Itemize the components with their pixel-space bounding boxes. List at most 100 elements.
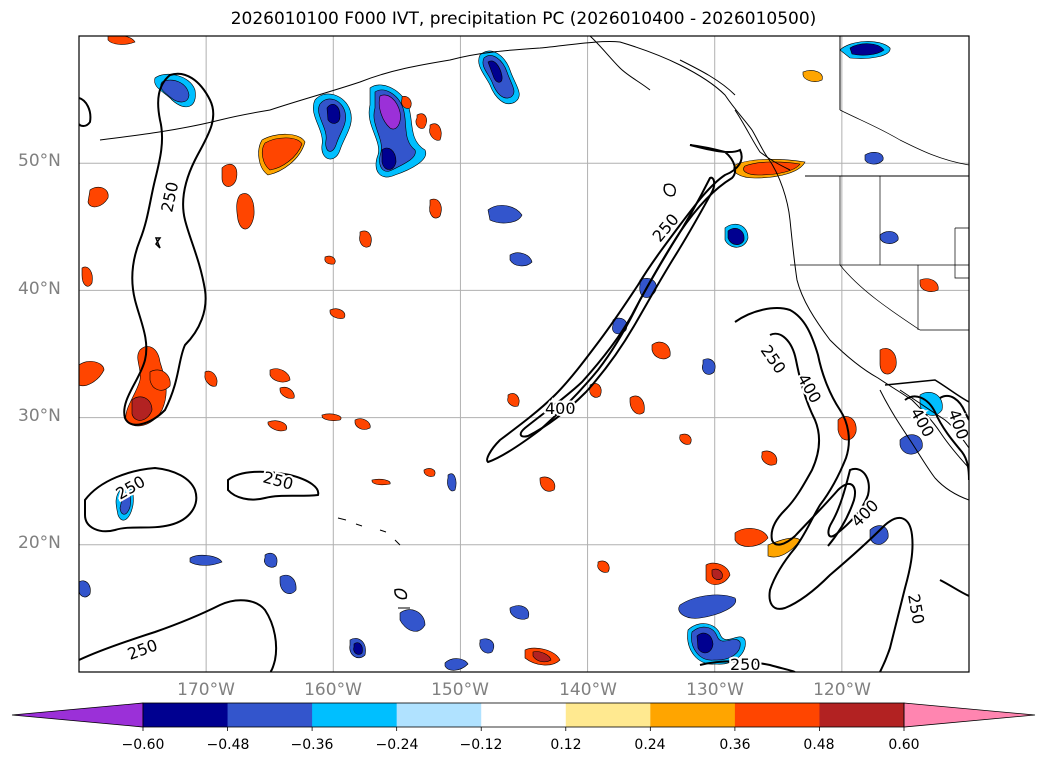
colorbar-tick-label: −0.12	[459, 737, 503, 753]
precip-patch	[160, 79, 190, 103]
precip-patch	[269, 368, 291, 383]
precip-patch	[236, 193, 255, 230]
precip-patch	[678, 594, 737, 619]
colorbar-tick-label: −0.48	[206, 737, 250, 753]
precip-patch	[381, 147, 397, 170]
lon-label-140w: 140°W	[559, 680, 617, 700]
colorbar-tick-label: −0.36	[290, 737, 334, 753]
colorbar-bin	[312, 703, 398, 727]
ivt-contour-400	[904, 395, 969, 481]
precip-patch	[447, 473, 457, 492]
colorbar-bin	[481, 703, 567, 727]
ivt-contour-250	[227, 470, 320, 501]
ivt-contour-400	[769, 332, 856, 547]
colorbar-tick-label: 0.36	[719, 737, 751, 753]
colorbar-bin	[143, 703, 229, 727]
hawaii-islands	[337, 517, 410, 609]
precip-patch	[589, 383, 602, 398]
precip-patch	[131, 396, 153, 421]
precip-patch	[353, 642, 363, 655]
precip-patch	[869, 525, 889, 545]
precip-patch	[597, 560, 610, 573]
ivt-contour-250	[154, 237, 162, 249]
colorbar-frame	[142, 702, 905, 728]
precip-patch	[279, 574, 297, 594]
precip-patch	[79, 361, 105, 387]
precip-patch	[711, 568, 723, 580]
precip-patch	[279, 387, 295, 399]
precip-patch	[401, 96, 412, 109]
precip-patch	[79, 580, 91, 598]
precip-patch	[444, 658, 469, 671]
precip-patch	[487, 205, 523, 224]
map-background	[79, 36, 969, 672]
colorbar-tick-label: 0.24	[634, 737, 666, 753]
precip-patch	[487, 60, 503, 83]
precip-patch	[326, 104, 341, 124]
precip-patch	[479, 638, 495, 654]
colorbar-tick-label: −0.60	[121, 737, 165, 753]
lon-label-130w: 130°W	[686, 680, 744, 700]
precip-patch	[267, 420, 288, 432]
colorbar-bin	[565, 703, 651, 727]
precip-patch	[734, 528, 769, 547]
lat-label-50n: 50°N	[18, 151, 61, 171]
precip-patch	[204, 370, 218, 387]
precip-patch	[324, 255, 336, 265]
precip-patch	[378, 94, 401, 130]
state-border	[954, 227, 969, 279]
precip-patch	[532, 651, 552, 663]
precip-patch	[81, 266, 93, 287]
plot-area: 250 250 250 250 250 250 250 250 400 400 …	[78, 35, 970, 674]
colorbar-bin	[396, 703, 482, 727]
colorbar-bin	[819, 703, 905, 727]
lon-label-170w: 170°W	[177, 680, 235, 700]
alaska-coastline	[589, 36, 651, 91]
precip-patch	[702, 358, 716, 375]
precip-patch	[899, 434, 923, 455]
precip-patch	[359, 230, 372, 248]
gulf-of-california	[899, 389, 969, 449]
lat-label-40n: 40°N	[18, 279, 61, 299]
precip-positive-patches	[79, 36, 939, 666]
precip-patch	[849, 43, 885, 56]
precip-patch	[651, 341, 671, 360]
ivt-contour-250	[663, 183, 677, 197]
precip-patch	[802, 70, 823, 82]
colorbar-extend-max	[903, 702, 1036, 728]
ivt-contour-250	[79, 599, 278, 672]
precip-patch	[429, 198, 442, 219]
ivt-contour-250	[79, 97, 92, 127]
precip-patch	[696, 632, 714, 654]
precip-patch	[264, 552, 278, 568]
precip-patch	[509, 252, 533, 267]
ivt-contour-250	[84, 466, 198, 533]
colorbar	[11, 702, 1036, 731]
precip-patch	[399, 609, 426, 632]
us-mexico-border	[884, 379, 969, 403]
aleutian-islands	[99, 109, 271, 141]
map-frame	[78, 35, 970, 673]
canada-province-border	[839, 109, 969, 166]
ivt-contours	[79, 72, 969, 672]
precip-patch	[539, 476, 556, 492]
colorbar-bin	[227, 703, 313, 727]
precip-patch	[371, 478, 391, 486]
precip-patch	[679, 433, 692, 445]
colorbar-bin	[734, 703, 820, 727]
precip-patch	[629, 395, 645, 415]
ivt-contour-400	[519, 176, 716, 438]
lat-label-20n: 20°N	[18, 533, 61, 553]
alaska-coastline	[269, 41, 769, 159]
precip-patch	[354, 418, 371, 430]
precip-patch	[87, 186, 109, 208]
contour-label: 250	[730, 655, 761, 674]
colorbar-tick-label: 0.48	[803, 737, 835, 753]
precip-patch	[879, 231, 899, 244]
precip-patch	[221, 164, 238, 187]
lon-label-160w: 160°W	[304, 680, 362, 700]
precip-patch	[423, 468, 436, 477]
precip-patch	[321, 413, 342, 421]
contour-label: 400	[545, 399, 576, 418]
colorbar-tick-label: −0.24	[375, 737, 419, 753]
